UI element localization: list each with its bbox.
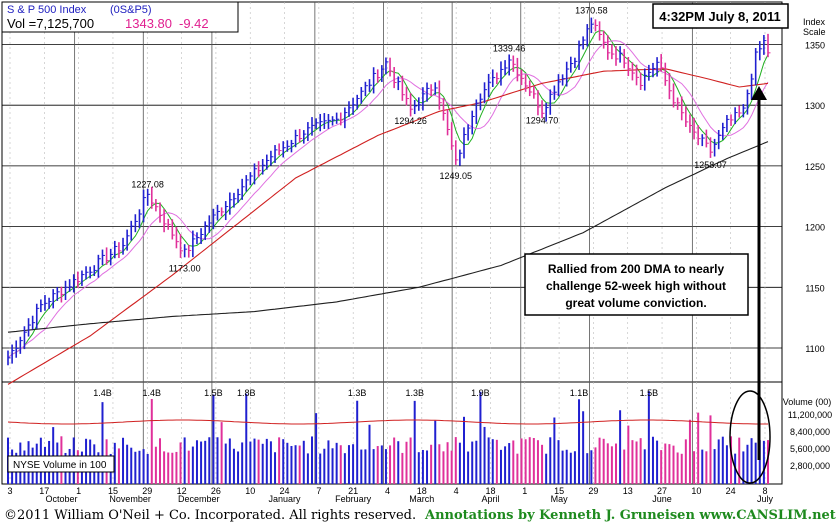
index-name: S & P 500 Index <box>7 4 87 16</box>
volume-tick-label: 8,400,000 <box>790 427 830 437</box>
timestamp-box <box>652 3 789 29</box>
x-tick-label: 1 <box>76 486 81 496</box>
price-tick-label: 1250 <box>805 162 825 172</box>
volume-annotation: 1.5B <box>640 388 659 398</box>
x-tick-label: 4 <box>454 486 459 496</box>
price-annotation: 1339.46 <box>493 43 526 53</box>
month-label: October <box>45 494 77 504</box>
x-tick-label: 15 <box>108 486 118 496</box>
symbol: (0S&P5) <box>110 4 152 16</box>
x-tick-label: 15 <box>554 486 564 496</box>
volume-annotation: 1.8B <box>237 388 256 398</box>
x-tick-label: 21 <box>348 486 358 496</box>
volume-annotation: 1.5B <box>204 388 223 398</box>
volume-annotation: 1.4B <box>143 388 162 398</box>
month-label: July <box>757 494 774 504</box>
x-tick-label: 26 <box>211 486 221 496</box>
copyright: ©2011 William O'Neil + Co. Incorporated.… <box>4 508 416 523</box>
ma-mid-line <box>7 40 769 359</box>
volume-tick-label: 2,800,000 <box>790 461 830 471</box>
price-annotation: 1370.58 <box>575 6 608 16</box>
callout-line-3: great volume conviction. <box>565 296 706 310</box>
volume-legend-box <box>7 455 115 473</box>
x-tick-label: 1 <box>522 486 527 496</box>
price-bars <box>7 17 771 366</box>
month-label: March <box>409 494 434 504</box>
scale-title-line2: Scale <box>803 27 826 37</box>
x-tick-label: 18 <box>417 486 427 496</box>
price-tick-label: 1350 <box>805 40 825 50</box>
month-label: February <box>335 494 372 504</box>
callout-line-2: challenge 52-week high without <box>546 279 726 293</box>
volume-annotation: 1.1B <box>570 388 589 398</box>
price-annotation: 1258.07 <box>694 160 727 170</box>
month-label: November <box>109 494 151 504</box>
price-annotation: 1173.00 <box>169 263 201 273</box>
price-tick-label: 1100 <box>805 344 824 354</box>
x-tick-label: 7 <box>316 486 321 496</box>
x-tick-label: 24 <box>726 486 736 496</box>
price-annotation: 1294.26 <box>394 116 427 126</box>
price-annotation: 1249.05 <box>440 171 473 181</box>
x-tick-label: 10 <box>245 486 255 496</box>
timestamp: 4:32PM July 8, 2011 <box>659 9 780 24</box>
callout-arrowhead <box>751 86 767 100</box>
price-annotation: 1227.08 <box>131 180 164 190</box>
month-label: June <box>652 494 672 504</box>
volume-label: Vol =7,125,700 <box>7 16 94 31</box>
x-tick-label: 4 <box>385 486 390 496</box>
price-change: -9.42 <box>179 16 209 31</box>
volume-annotation: 1.4B <box>93 388 112 398</box>
x-tick-label: 3 <box>7 486 12 496</box>
price-tick-label: 1150 <box>805 283 824 293</box>
x-tick-label: 12 <box>177 486 187 496</box>
x-tick-label: 10 <box>691 486 701 496</box>
x-tick-label: 17 <box>39 486 49 496</box>
x-tick-label: 27 <box>657 486 667 496</box>
scale-title-line1: Index <box>803 17 826 27</box>
x-tick-label: 13 <box>623 486 633 496</box>
annotations: 1227.08 1173.00 1294.26 1249.05 1339.46 1294.… <box>93 6 727 398</box>
volume-legend: NYSE Volume in 100 <box>13 460 107 471</box>
volume-axis-title: Volume (00) <box>783 397 832 407</box>
volume-annotation: 1.3B <box>348 388 367 398</box>
x-tick-label: 24 <box>280 486 290 496</box>
header-box <box>1 1 239 33</box>
ma50-line <box>7 68 769 385</box>
x-tick-label: 8 <box>762 486 767 496</box>
x-tick-label: 18 <box>485 486 495 496</box>
price-annotation: 1294.70 <box>526 116 559 126</box>
callout-box <box>524 253 749 316</box>
x-tick-label: 29 <box>142 486 152 496</box>
price-tick-label: 1200 <box>805 223 825 233</box>
volume-annotation: 1.9B <box>471 388 490 398</box>
month-label: January <box>269 494 302 504</box>
volume-annotation: 1.3B <box>405 388 424 398</box>
month-label: December <box>178 494 220 504</box>
month-label: May <box>551 494 569 504</box>
price-pane-frame <box>1 1 783 383</box>
volume-tick-label: 5,600,000 <box>790 444 830 454</box>
price-tick-label: 1300 <box>805 101 825 111</box>
ma200-line <box>7 141 769 333</box>
x-tick-label: 29 <box>588 486 598 496</box>
callout-line-1: Rallied from 200 DMA to nearly <box>548 262 725 276</box>
volume-average-line <box>7 419 768 425</box>
annotations-credit: Annotations by Kenneth J. Gruneisen www.… <box>424 508 836 523</box>
month-label: April <box>481 494 499 504</box>
price-value: 1343.80 <box>125 16 172 31</box>
volume-ellipse <box>729 390 771 484</box>
volume-tick-label: 11,200,000 <box>788 410 832 420</box>
